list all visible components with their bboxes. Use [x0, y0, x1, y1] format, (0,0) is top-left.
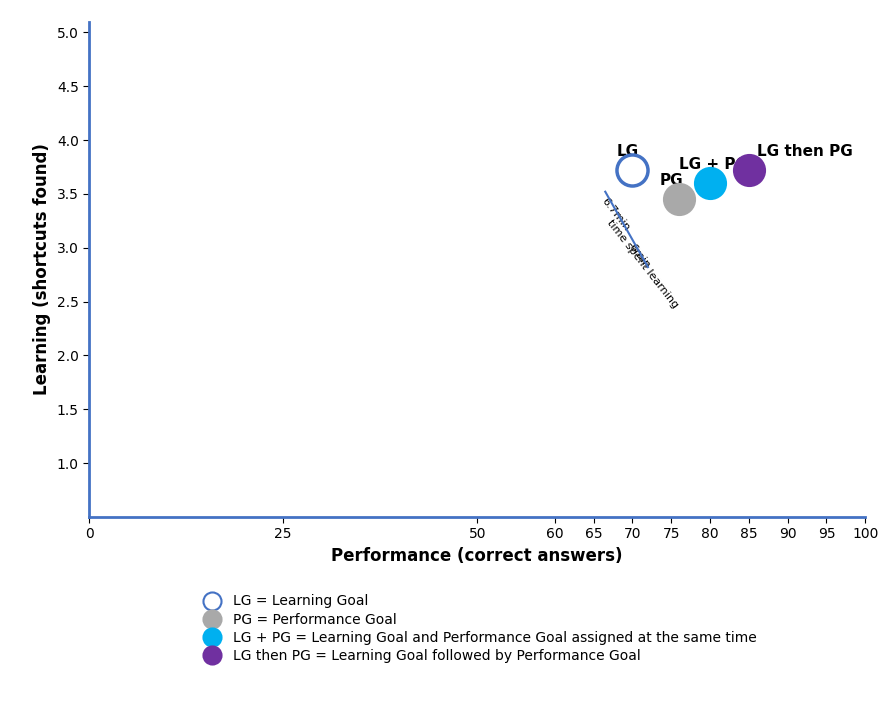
Point: [703, 177, 717, 189]
Text: LG + PG: LG + PG: [679, 157, 748, 172]
X-axis label: Performance (correct answers): Performance (correct answers): [332, 547, 623, 565]
Point: [742, 164, 756, 176]
Point: [625, 164, 640, 176]
Text: LG then PG: LG then PG: [756, 144, 853, 159]
Text: 6.7min: 6.7min: [599, 196, 632, 233]
Text: time spent learning: time spent learning: [605, 218, 681, 309]
Point: [672, 193, 686, 205]
Text: PG: PG: [659, 174, 683, 188]
Text: LG: LG: [617, 144, 639, 159]
Y-axis label: Learning (shortcuts found): Learning (shortcuts found): [33, 144, 51, 395]
Legend: LG = Learning Goal, PG = Performance Goal, LG + PG = Learning Goal and Performan: LG = Learning Goal, PG = Performance Goa…: [193, 589, 762, 668]
Text: 6min: 6min: [627, 243, 652, 271]
